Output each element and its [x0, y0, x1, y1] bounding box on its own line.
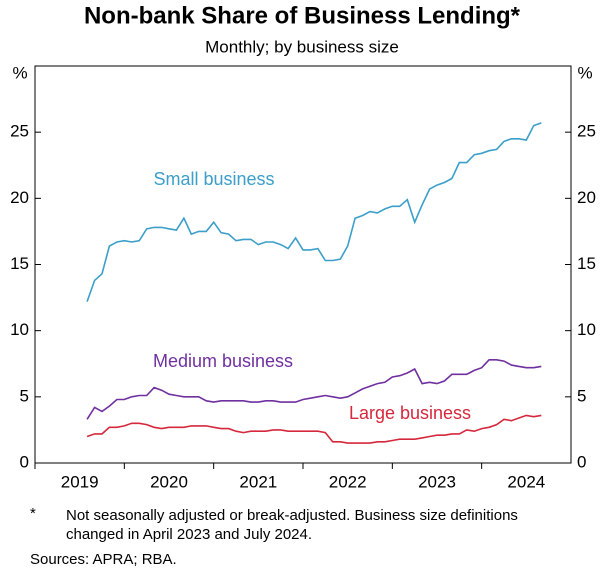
footnote: changed in April 2023 and July 2024.	[66, 526, 312, 543]
plot-frame	[34, 65, 572, 464]
series-label: Medium business	[153, 351, 293, 371]
chart-title: Non-bank Share of Business Lending*	[84, 2, 521, 29]
sources: Sources: APRA; RBA.	[30, 551, 177, 568]
x-tick-label: 2023	[418, 472, 456, 491]
y-tick-label: 25	[10, 122, 29, 141]
x-tick-label: 2022	[329, 472, 367, 491]
series-label: Small business	[153, 169, 274, 189]
series-line	[86, 414, 542, 444]
series-line	[86, 122, 542, 302]
y2-tick-label: 10	[577, 320, 596, 339]
footnote: Not seasonally adjusted or break-adjuste…	[66, 507, 518, 524]
y-tick-label: 20	[10, 188, 29, 207]
y2-tick-label: 15	[577, 254, 596, 273]
y-tick-label: 5	[20, 386, 29, 405]
y2-tick-label: 0	[577, 452, 586, 471]
y-tick-label: 10	[10, 320, 29, 339]
x-tick-label: 2021	[239, 472, 277, 491]
y2-tick-label: 20	[577, 188, 596, 207]
y-tick-label: 15	[10, 254, 29, 273]
x-tick-label: 2024	[507, 472, 545, 491]
y-tick-label: 0	[20, 452, 29, 471]
x-tick-label: 2020	[150, 472, 188, 491]
y2-unit: %	[577, 63, 592, 82]
y2-tick-label: 25	[577, 122, 596, 141]
series-label: Large business	[349, 403, 471, 423]
series-line	[86, 358, 542, 420]
y2-tick-label: 5	[577, 386, 586, 405]
chart-subtitle: Monthly; by business size	[205, 37, 399, 56]
x-tick-label: 2019	[61, 472, 99, 491]
y-unit: %	[12, 63, 27, 82]
footnote-marker: *	[30, 505, 36, 522]
